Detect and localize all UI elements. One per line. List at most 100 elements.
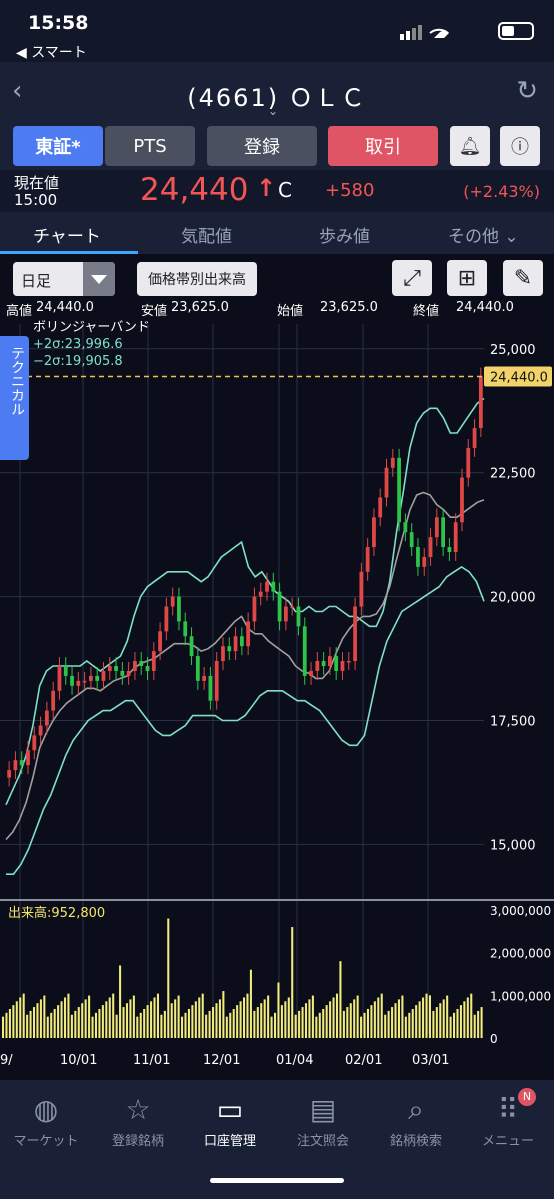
period-value: 日足 bbox=[21, 272, 52, 290]
volume-bar bbox=[77, 1007, 80, 1038]
candle-body bbox=[416, 547, 420, 567]
tab-ticks[interactable]: 歩み値 bbox=[319, 227, 370, 247]
volume-bar bbox=[408, 1012, 411, 1038]
bell-icon[interactable]: 🔔︎ bbox=[450, 126, 490, 166]
volume-bar bbox=[46, 1016, 49, 1038]
back-to-app-link[interactable]: ◀ スマート bbox=[16, 45, 87, 61]
candle-body bbox=[164, 606, 169, 632]
volume-bar bbox=[167, 918, 170, 1038]
volume-bar bbox=[280, 1005, 283, 1038]
candle-body bbox=[328, 656, 332, 666]
volume-tick-label: 0 bbox=[490, 1032, 498, 1046]
volume-bar bbox=[394, 1003, 397, 1038]
low-label: 安値 bbox=[141, 304, 168, 319]
exchange-tse-button[interactable]: 東証* bbox=[13, 126, 103, 166]
volume-bar bbox=[205, 1014, 208, 1038]
tabbar-watchlist[interactable]: ☆ 登録銘柄 bbox=[92, 1090, 184, 1149]
candle-body bbox=[183, 621, 188, 637]
exchange-pts-button[interactable]: PTS bbox=[105, 126, 195, 166]
candle-body bbox=[239, 636, 244, 647]
candle-body bbox=[321, 661, 326, 666]
volume-bar bbox=[222, 991, 225, 1038]
candle-body bbox=[378, 497, 383, 518]
candle-body bbox=[7, 770, 12, 778]
volume-bar bbox=[432, 1010, 435, 1038]
bollinger-upper: +2σ:23,996.6 bbox=[33, 337, 123, 352]
tabbar-search[interactable]: ⌕ 銘柄検索 bbox=[370, 1090, 462, 1149]
volume-bar bbox=[397, 999, 400, 1038]
candle-body bbox=[290, 606, 295, 609]
tabbar-market[interactable]: ◍ マーケット bbox=[0, 1090, 92, 1149]
volume-bar bbox=[105, 1001, 108, 1038]
volume-bar bbox=[308, 999, 311, 1038]
tab-quotes[interactable]: 気配値 bbox=[181, 227, 232, 247]
volume-bar bbox=[125, 1003, 129, 1038]
tabbar-orders[interactable]: ▤ 注文照会 bbox=[277, 1090, 369, 1149]
signal-wifi-icon bbox=[400, 25, 449, 40]
candle-body bbox=[353, 606, 357, 662]
document-icon: ▤ bbox=[309, 1093, 337, 1126]
chevron-down-icon: ⌄ bbox=[504, 227, 519, 247]
trade-button[interactable]: 取引 bbox=[328, 126, 438, 166]
volume-bar bbox=[170, 1003, 173, 1038]
low-value: 23,625.0 bbox=[171, 300, 229, 315]
refresh-icon[interactable]: ↻ bbox=[516, 76, 538, 106]
volume-bar bbox=[70, 1014, 73, 1038]
volume-bar bbox=[332, 997, 335, 1038]
current-price-label: 現在値 bbox=[14, 174, 60, 192]
volume-bar bbox=[108, 997, 111, 1038]
candle-body bbox=[434, 517, 439, 538]
bollinger-lower-line bbox=[6, 565, 485, 875]
volume-bar bbox=[12, 1005, 15, 1038]
volume-bar bbox=[298, 1010, 301, 1038]
chart-area[interactable]: 日足 価格帯別出来高 ⤢ ⊞ ✎ 高値 24,440.0 安値 23,625.0… bbox=[0, 254, 554, 1080]
title-chevron-down-icon[interactable]: ⌄ bbox=[268, 104, 279, 118]
tab-chart[interactable]: チャート bbox=[33, 227, 101, 247]
tabbar-watchlist-label: 登録銘柄 bbox=[111, 1134, 164, 1149]
fullscreen-icon[interactable]: ⤢ bbox=[392, 260, 432, 296]
candle-body bbox=[151, 651, 156, 671]
candle-body bbox=[365, 547, 370, 572]
volume-bar bbox=[322, 1008, 325, 1038]
volume-bar bbox=[267, 995, 270, 1038]
volume-bar bbox=[439, 1003, 442, 1038]
candle-body bbox=[145, 666, 150, 671]
tabbar-account[interactable]: ▭ 口座管理 bbox=[184, 1090, 276, 1149]
tabbar-search-label: 銘柄検索 bbox=[389, 1134, 442, 1149]
volume-bar bbox=[270, 1016, 273, 1038]
candle-body bbox=[177, 596, 181, 622]
candle-body bbox=[221, 646, 225, 662]
technical-tab[interactable]: テクニカル bbox=[0, 336, 29, 460]
volume-bar bbox=[404, 1016, 407, 1038]
info-icon[interactable]: ⓘ bbox=[500, 126, 540, 166]
high-label: 高値 bbox=[6, 304, 33, 319]
tabbar-menu[interactable]: ⠿ メニュー N bbox=[462, 1088, 554, 1149]
back-chevron-icon[interactable]: ‹ bbox=[12, 76, 23, 106]
tabbar-account-label: 口座管理 bbox=[203, 1134, 256, 1149]
period-select[interactable]: 日足 bbox=[13, 262, 115, 296]
battery-icon bbox=[498, 22, 534, 40]
volume-bar bbox=[377, 997, 380, 1038]
candle-body bbox=[195, 656, 200, 681]
dropdown-arrow-icon bbox=[83, 262, 115, 296]
volume-bar bbox=[459, 1005, 462, 1038]
volume-bar bbox=[74, 1010, 77, 1038]
volume-bar bbox=[449, 1016, 452, 1038]
volume-profile-button[interactable]: 価格帯別出来高 bbox=[137, 262, 257, 296]
tab-more[interactable]: その他 ⌄ bbox=[448, 222, 519, 247]
volume-tick-label: 3,000,000 bbox=[490, 904, 551, 918]
volume-tick-label: 1,000,000 bbox=[490, 989, 551, 1003]
stock-title[interactable]: (4661) ＯＬＣ bbox=[187, 84, 367, 112]
layout-grid-icon[interactable]: ⊞ bbox=[447, 260, 487, 296]
volume-bar bbox=[428, 995, 431, 1038]
nav-bar: ‹ (4661) ＯＬＣ ⌄ ↻ bbox=[0, 62, 554, 122]
bollinger-title: ボリンジャーバンド bbox=[33, 320, 150, 335]
candle-body bbox=[95, 675, 100, 681]
candle-body bbox=[120, 670, 125, 676]
volume-bar bbox=[218, 999, 221, 1038]
draw-pencil-icon[interactable]: ✎ bbox=[503, 260, 543, 296]
volume-bar bbox=[81, 1003, 84, 1038]
candle-body bbox=[372, 517, 376, 548]
volume-bar bbox=[477, 1010, 480, 1038]
register-button[interactable]: 登録 bbox=[207, 126, 317, 166]
